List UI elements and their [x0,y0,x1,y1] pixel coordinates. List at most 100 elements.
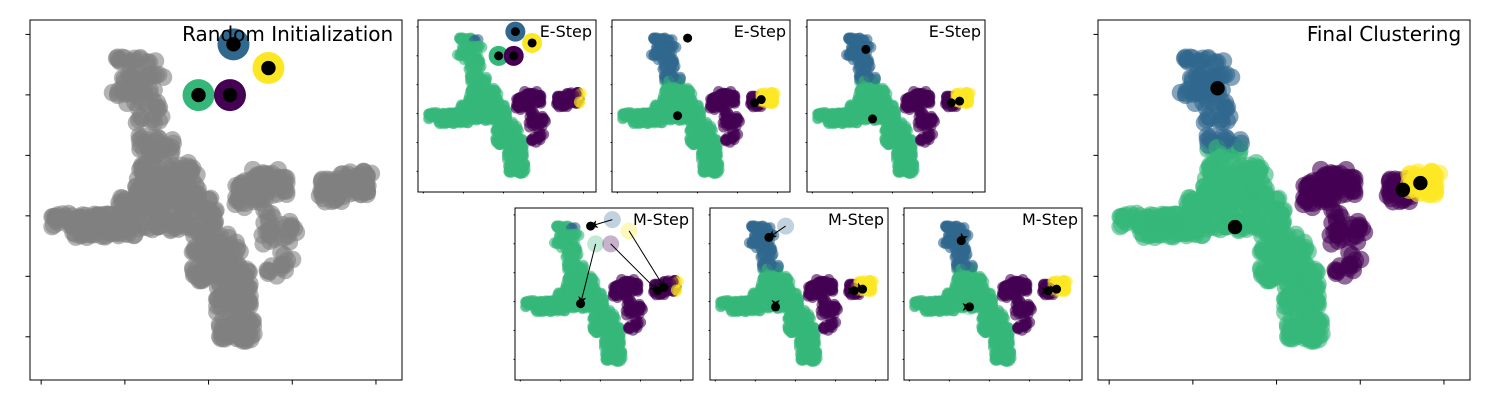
data-point [446,117,458,129]
data-point [903,136,915,148]
data-point [236,287,254,306]
data-point [118,222,137,240]
data-point [240,314,259,332]
data-point [923,95,935,107]
data-point [149,65,168,84]
data-point [870,73,882,85]
data-point [476,101,488,113]
data-point [720,135,732,147]
data-point [515,146,527,158]
data-point [214,323,232,342]
data-point [628,116,640,128]
data-point [675,73,687,85]
data-point [193,202,212,221]
data-point [595,310,607,322]
data-point [640,117,652,129]
centroid [683,33,693,43]
data-point [727,113,739,125]
centroid [191,87,206,103]
panel-title: M-Step [633,210,689,229]
centroid [673,111,683,121]
data-point [823,116,835,128]
data-point [92,227,111,245]
data-point [572,248,584,260]
data-point [709,146,721,158]
data-point [915,135,927,147]
data-point [670,101,682,113]
data-point [234,266,253,285]
data-point [434,116,446,128]
data-point [711,159,723,171]
data-point [962,96,974,108]
data-point [484,87,496,99]
data-point [201,237,220,255]
data-point [517,159,529,171]
data-point [669,60,681,72]
centroid [861,44,871,54]
centroid [750,98,760,108]
data-point [767,96,779,108]
data-point [887,122,899,134]
data-point [48,206,67,224]
data-point [893,163,905,175]
data-point [543,305,555,317]
data-point [184,260,202,279]
data-point [922,113,934,125]
data-point [573,96,585,108]
data-point [531,304,543,316]
data-point [906,159,918,171]
data-point [692,122,704,134]
data-point [514,136,526,148]
data-point [146,167,164,185]
centroid [222,87,238,103]
data-point [154,193,173,211]
data-point [247,166,266,185]
panel-title: E-Step [929,22,981,41]
data-point [66,225,85,243]
centroid [586,221,596,231]
centroid [955,96,965,106]
data-point [154,206,172,224]
data-point [864,60,876,72]
data-point [904,146,916,158]
data-point [601,351,613,363]
panel-e-step-3: E-Step [805,19,986,194]
data-point [670,284,682,296]
panel-e-step-2: E-Step [610,19,791,194]
data-point [183,243,202,261]
data-point [110,81,128,100]
panel-m-step-1: M-Step [513,207,694,382]
data-point [498,122,510,134]
data-point [275,219,293,237]
data-point [678,87,690,99]
data-point [623,323,635,335]
data-point [123,66,142,84]
data-point [171,164,189,182]
data-point [708,136,720,148]
data-point [475,60,487,72]
panel-e-step-1: E-Step [416,19,597,194]
data-point [767,248,779,260]
panel-title: Random Initialization [182,22,393,46]
data-point [865,101,877,113]
centroid [510,27,520,37]
data-point [339,165,357,184]
data-point [110,51,129,70]
data-point [698,163,710,175]
centroid [946,98,956,108]
data-point [150,129,168,148]
data-point [564,88,576,100]
data-point [614,347,626,359]
centroid [576,299,586,309]
data-point [315,183,334,202]
panel-random-initialization: Random Initialization [25,19,403,385]
data-point [152,107,171,126]
data-point [578,261,590,273]
centroid [868,114,878,124]
centroid [261,60,276,76]
data-point [358,182,377,201]
data-point [176,194,195,213]
data-point [504,163,516,175]
data-point [873,87,885,99]
data-point [533,113,545,125]
